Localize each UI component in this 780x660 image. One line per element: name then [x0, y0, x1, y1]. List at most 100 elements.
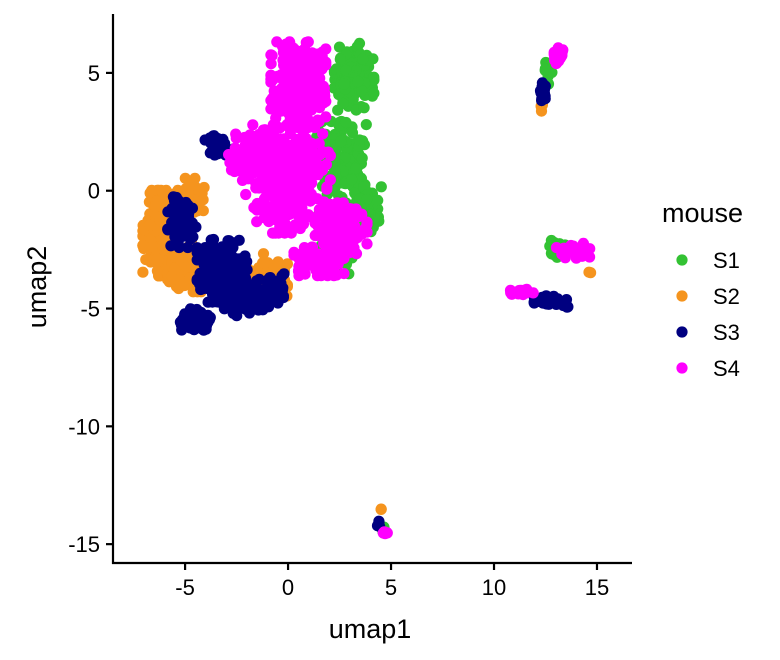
point-S3	[179, 220, 191, 232]
x-axis-title: umap1	[329, 614, 412, 644]
y-axis-title: umap2	[22, 246, 52, 329]
point-S2	[169, 263, 181, 275]
point-S4	[250, 138, 262, 150]
point-S4	[265, 58, 277, 70]
point-S4	[556, 248, 568, 260]
point-S2	[157, 239, 169, 251]
point-S1	[335, 135, 347, 148]
point-S3	[202, 281, 214, 293]
point-S4	[308, 81, 321, 93]
point-S3	[162, 223, 174, 235]
point-S4	[230, 128, 242, 140]
point-S4	[324, 241, 337, 253]
point-S4	[265, 49, 277, 61]
point-S4	[259, 124, 271, 136]
point-S3	[267, 283, 279, 295]
point-S3	[239, 293, 251, 305]
point-S4	[281, 103, 293, 115]
point-S4	[284, 190, 296, 202]
point-S1	[356, 152, 368, 164]
y-tick-label: 5	[88, 61, 100, 86]
legend-key-S4	[676, 362, 688, 374]
point-S4	[306, 211, 318, 224]
point-S4	[295, 149, 307, 161]
point-S3	[172, 239, 185, 251]
x-tick-label: 0	[282, 575, 294, 600]
point-S4	[311, 259, 323, 272]
point-S3	[225, 249, 238, 261]
point-S4	[281, 94, 293, 106]
point-S4	[277, 46, 289, 59]
point-S1	[352, 75, 364, 88]
point-S4	[240, 188, 252, 201]
point-S3	[204, 147, 216, 159]
point-S1	[372, 194, 384, 206]
x-tick-label: 15	[585, 575, 609, 600]
point-S4	[297, 257, 309, 269]
point-S1	[360, 119, 372, 131]
point-S3	[168, 195, 181, 207]
point-S1	[340, 64, 352, 77]
point-S3	[218, 297, 230, 309]
point-S1	[334, 53, 346, 65]
point-S4	[350, 248, 363, 260]
point-S4	[313, 138, 325, 150]
point-S4	[288, 249, 300, 261]
point-S3	[538, 81, 550, 93]
point-S3	[207, 131, 219, 143]
point-S4	[273, 194, 285, 206]
series-S3	[162, 77, 574, 533]
point-S4	[578, 244, 591, 256]
point-S4	[248, 162, 260, 174]
point-S3	[231, 310, 243, 322]
point-S4	[290, 218, 303, 231]
axes: -5 0 5 10 15 5 0 -5 -10 -15	[68, 14, 632, 600]
point-S4	[257, 172, 269, 184]
point-S4	[326, 219, 338, 231]
point-S2	[144, 219, 156, 231]
point-S4	[286, 119, 298, 131]
point-S4	[316, 46, 328, 58]
point-S3	[188, 316, 200, 328]
point-S4	[285, 227, 297, 239]
point-S1	[353, 134, 366, 146]
point-S4	[309, 229, 321, 241]
point-S1	[368, 87, 380, 99]
legend-title: mouse	[662, 198, 743, 228]
point-S4	[312, 220, 324, 232]
point-S4	[381, 527, 393, 539]
point-S4	[330, 207, 342, 219]
point-S4	[290, 93, 302, 105]
point-S4	[302, 36, 314, 48]
point-S4	[267, 73, 279, 86]
legend: mouse S1 S2 S3 S4	[662, 198, 743, 381]
point-S4	[296, 119, 308, 131]
point-S2	[155, 184, 167, 196]
series-S1	[307, 37, 571, 538]
point-S3	[537, 297, 549, 309]
point-S4	[231, 151, 243, 163]
point-S4	[320, 159, 332, 171]
point-S3	[210, 271, 223, 283]
point-S2	[151, 253, 163, 265]
point-S3	[557, 299, 569, 312]
point-S3	[373, 516, 385, 528]
legend-label-S2: S2	[713, 284, 740, 309]
y-tick-label: -10	[68, 414, 100, 439]
point-S3	[217, 261, 229, 273]
point-S2	[137, 239, 149, 251]
point-S2	[137, 266, 149, 278]
point-S3	[182, 241, 194, 254]
point-S4	[296, 202, 308, 214]
point-S2	[257, 248, 270, 260]
point-S3	[228, 301, 240, 313]
point-S2	[583, 266, 595, 278]
point-S4	[302, 186, 314, 198]
point-S4	[250, 182, 262, 194]
point-S3	[207, 239, 219, 251]
point-S1	[375, 181, 387, 193]
point-S1	[539, 64, 551, 76]
point-S4	[274, 221, 286, 233]
point-S2	[193, 184, 205, 196]
